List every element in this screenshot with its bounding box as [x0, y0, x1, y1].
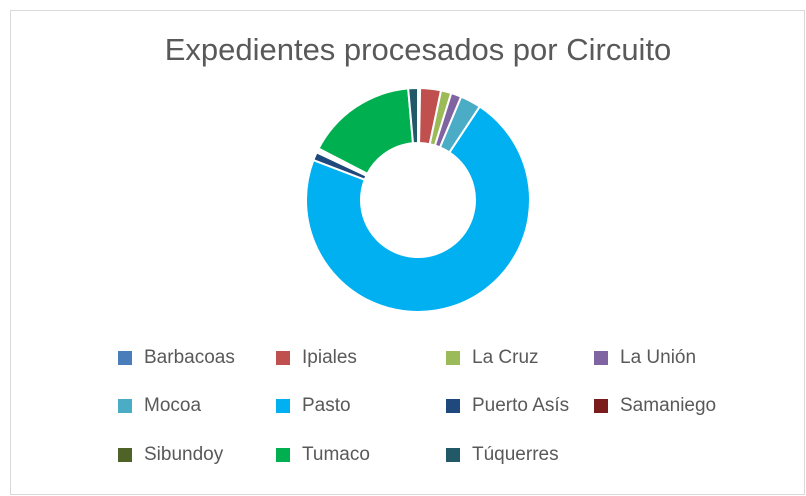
legend-label: Pasto: [302, 395, 351, 416]
legend-swatch: [446, 351, 460, 365]
legend-swatch: [118, 351, 132, 365]
legend-swatch: [276, 351, 290, 365]
legend-label: La Cruz: [472, 347, 539, 368]
legend-label: Barbacoas: [144, 347, 235, 368]
legend-swatch: [446, 448, 460, 462]
legend-swatch: [276, 399, 290, 413]
legend-label: Samaniego: [620, 395, 716, 416]
legend-swatch: [118, 448, 132, 462]
legend-label: Sibundoy: [144, 444, 224, 465]
legend-swatch: [118, 399, 132, 413]
legend-swatch: [594, 399, 608, 413]
legend-swatch: [594, 351, 608, 365]
legend-swatch: [276, 448, 290, 462]
legend-label: La Unión: [620, 347, 696, 368]
legend-label: Puerto Asís: [472, 395, 569, 416]
legend-label: Túquerres: [472, 444, 559, 465]
legend-label: Mocoa: [144, 395, 201, 416]
chart-title: Expedientes procesados por Circuito: [165, 32, 672, 67]
legend-swatch: [446, 399, 460, 413]
chart-border: [10, 10, 805, 495]
legend-label: Tumaco: [302, 444, 370, 465]
donut-slice: [305, 105, 531, 313]
legend-label: Ipiales: [302, 347, 357, 368]
donut-slice: [407, 86, 419, 145]
